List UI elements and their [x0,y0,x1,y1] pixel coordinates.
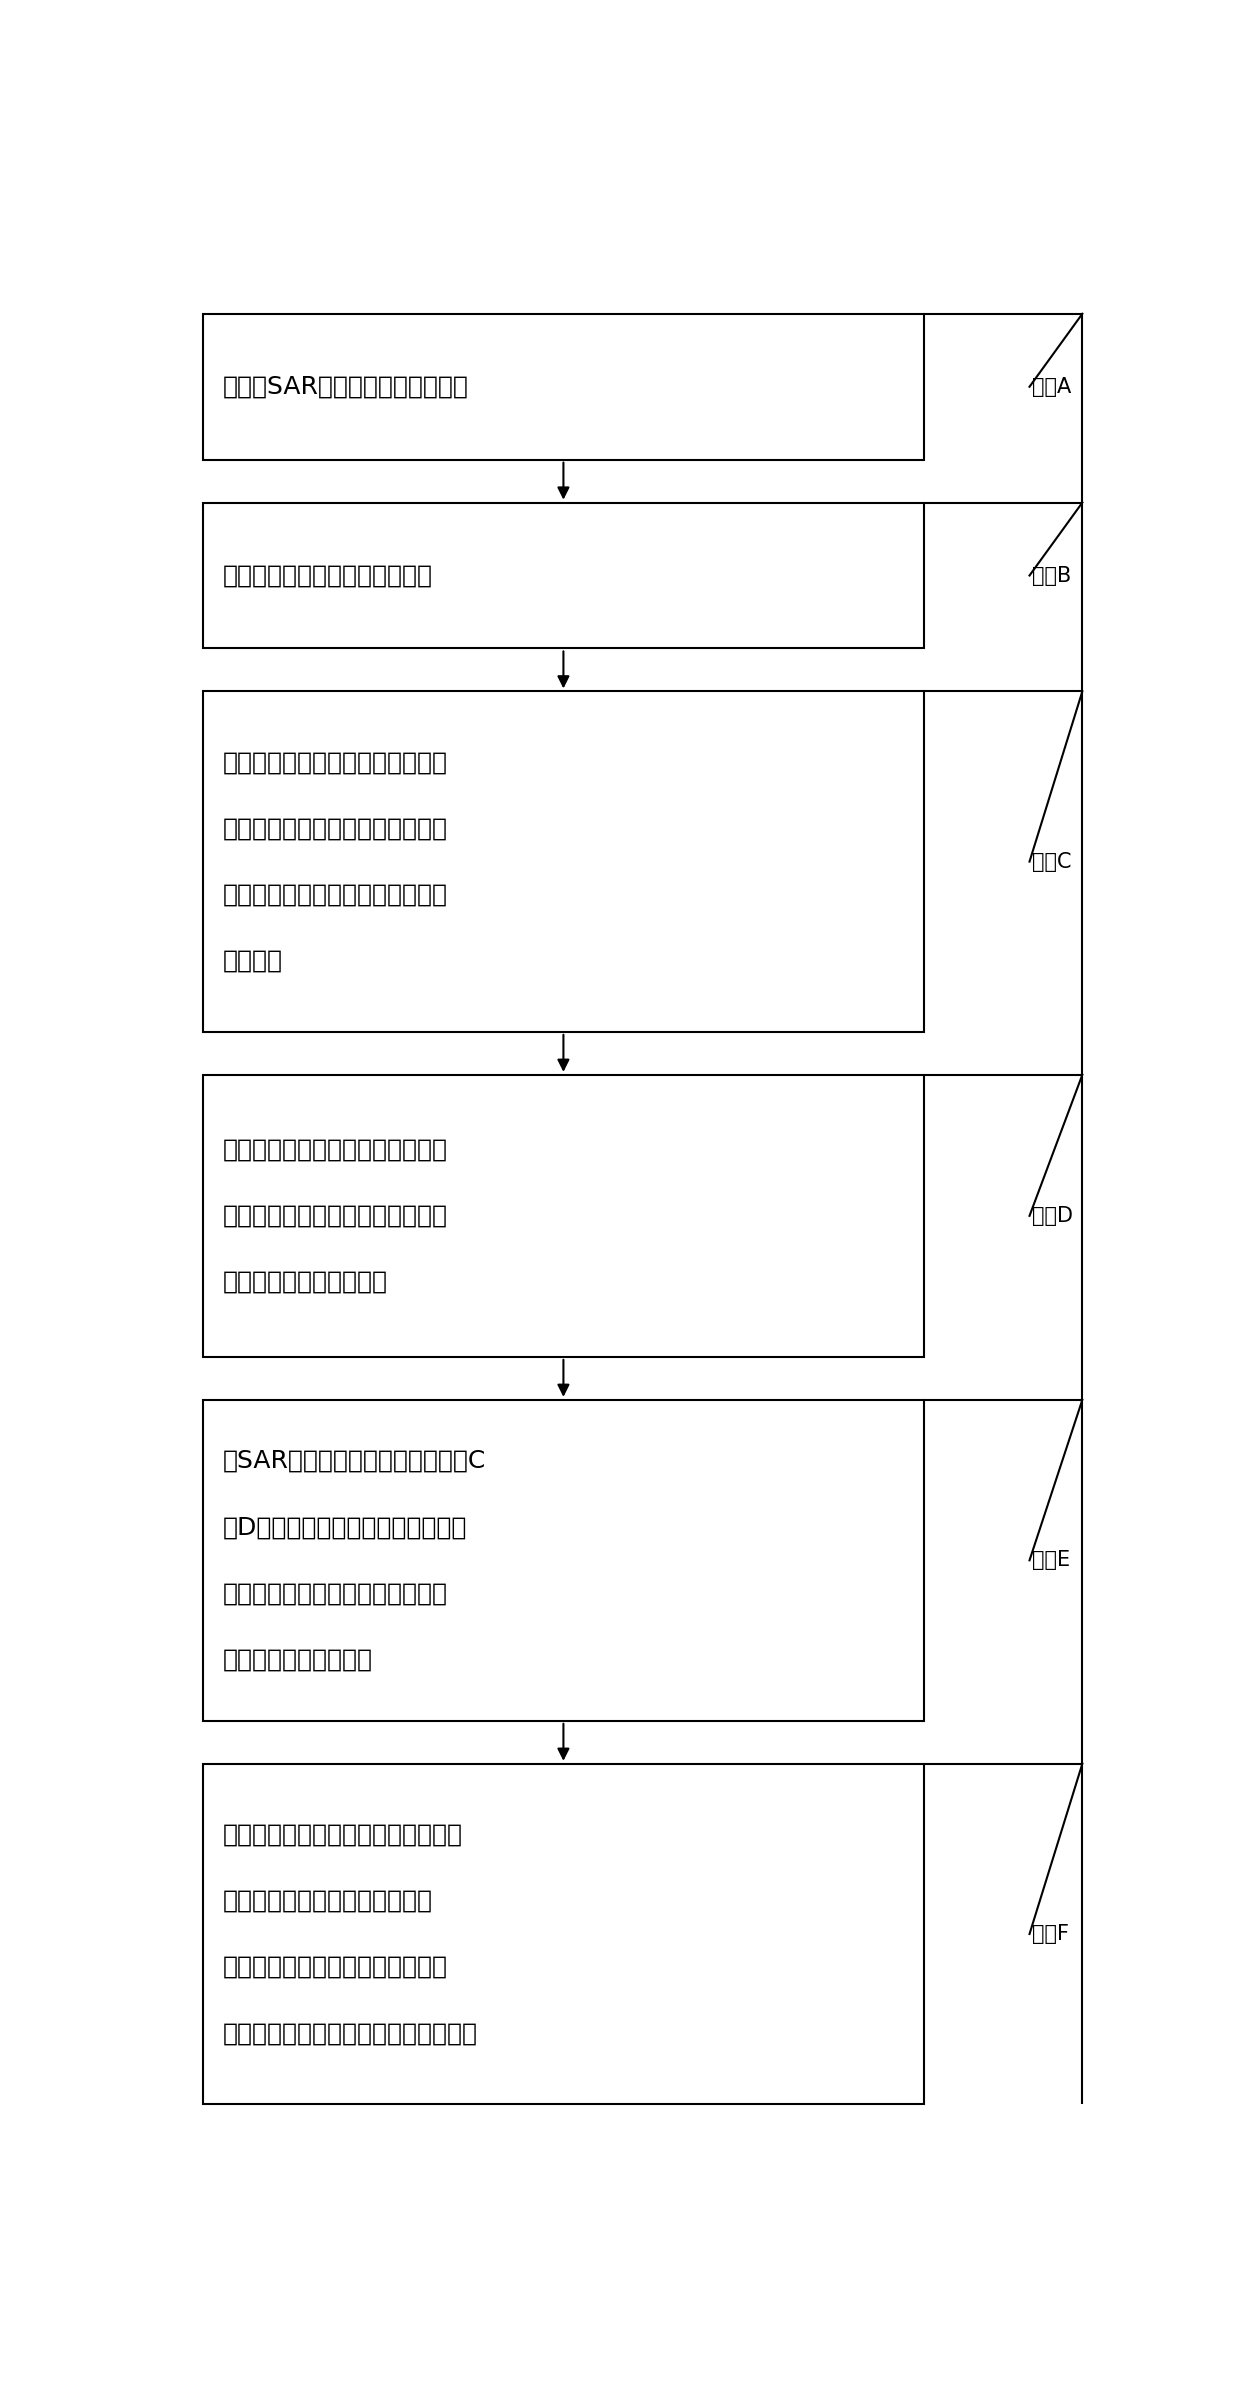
Text: 基于设定的滤波参数和永久散射点: 基于设定的滤波参数和永久散射点 [222,1138,448,1161]
Text: 数据块组的滤波値数组: 数据块组的滤波値数组 [222,1648,372,1672]
Text: 统计数据块内的永久散射点信息: 统计数据块内的永久散射点信息 [222,563,433,587]
Text: 步骤B: 步骤B [1033,565,1071,584]
Text: 信息，计算以该数据块为中心的中: 信息，计算以该数据块为中心的中 [222,1204,448,1228]
Text: 射点信息，计算中心数据块组的中: 射点信息，计算中心数据块组的中 [222,882,448,906]
Text: 心数据块组的邻域滤波値: 心数据块组的邻域滤波値 [222,1269,387,1295]
Text: 存储到以每一数据块为中心的中心: 存储到以每一数据块为中心的中心 [222,1581,448,1605]
Text: 域滤波値，得到该永久散射点的滤波値: 域滤波値，得到该永久散射点的滤波値 [222,2020,477,2046]
Bar [203,503,924,649]
Text: 、D，并将中心滤波値和邻域滤波値: 、D，并将中心滤波値和邻域滤波値 [222,1514,466,1538]
Text: 基于永久散射点所在的数据块为中心: 基于永久散射点所在的数据块为中心 [222,1822,463,1846]
Text: 步骤F: 步骤F [1033,1925,1069,1944]
Text: 步骤D: 步骤D [1033,1207,1074,1226]
Bar [203,1400,924,1722]
Text: 对SAR影像内所有数据块执行步骤C: 对SAR影像内所有数据块执行步骤C [222,1450,486,1474]
Bar [203,692,924,1033]
Bar [203,1763,924,2104]
Text: 将原始SAR影像数据均分为数据块: 将原始SAR影像数据均分为数据块 [222,374,469,398]
Bar [203,315,924,460]
Text: 步骤E: 步骤E [1033,1550,1070,1569]
Text: 心滤波値: 心滤波値 [222,949,283,973]
Text: 步骤A: 步骤A [1033,377,1071,396]
Text: 步骤C: 步骤C [1033,851,1071,871]
Text: 的中心数据块组的滤波値数组，: 的中心数据块组的滤波値数组， [222,1889,433,1913]
Text: 以一数据块为中心选取中心数据块: 以一数据块为中心选取中心数据块 [222,751,448,775]
Text: 由该滤波値数组的中心滤波値和领: 由该滤波値数组的中心滤波値和领 [222,1956,448,1980]
Bar [203,1076,924,1357]
Text: 组，基于设定的滤波参数和永久散: 组，基于设定的滤波参数和永久散 [222,816,448,840]
